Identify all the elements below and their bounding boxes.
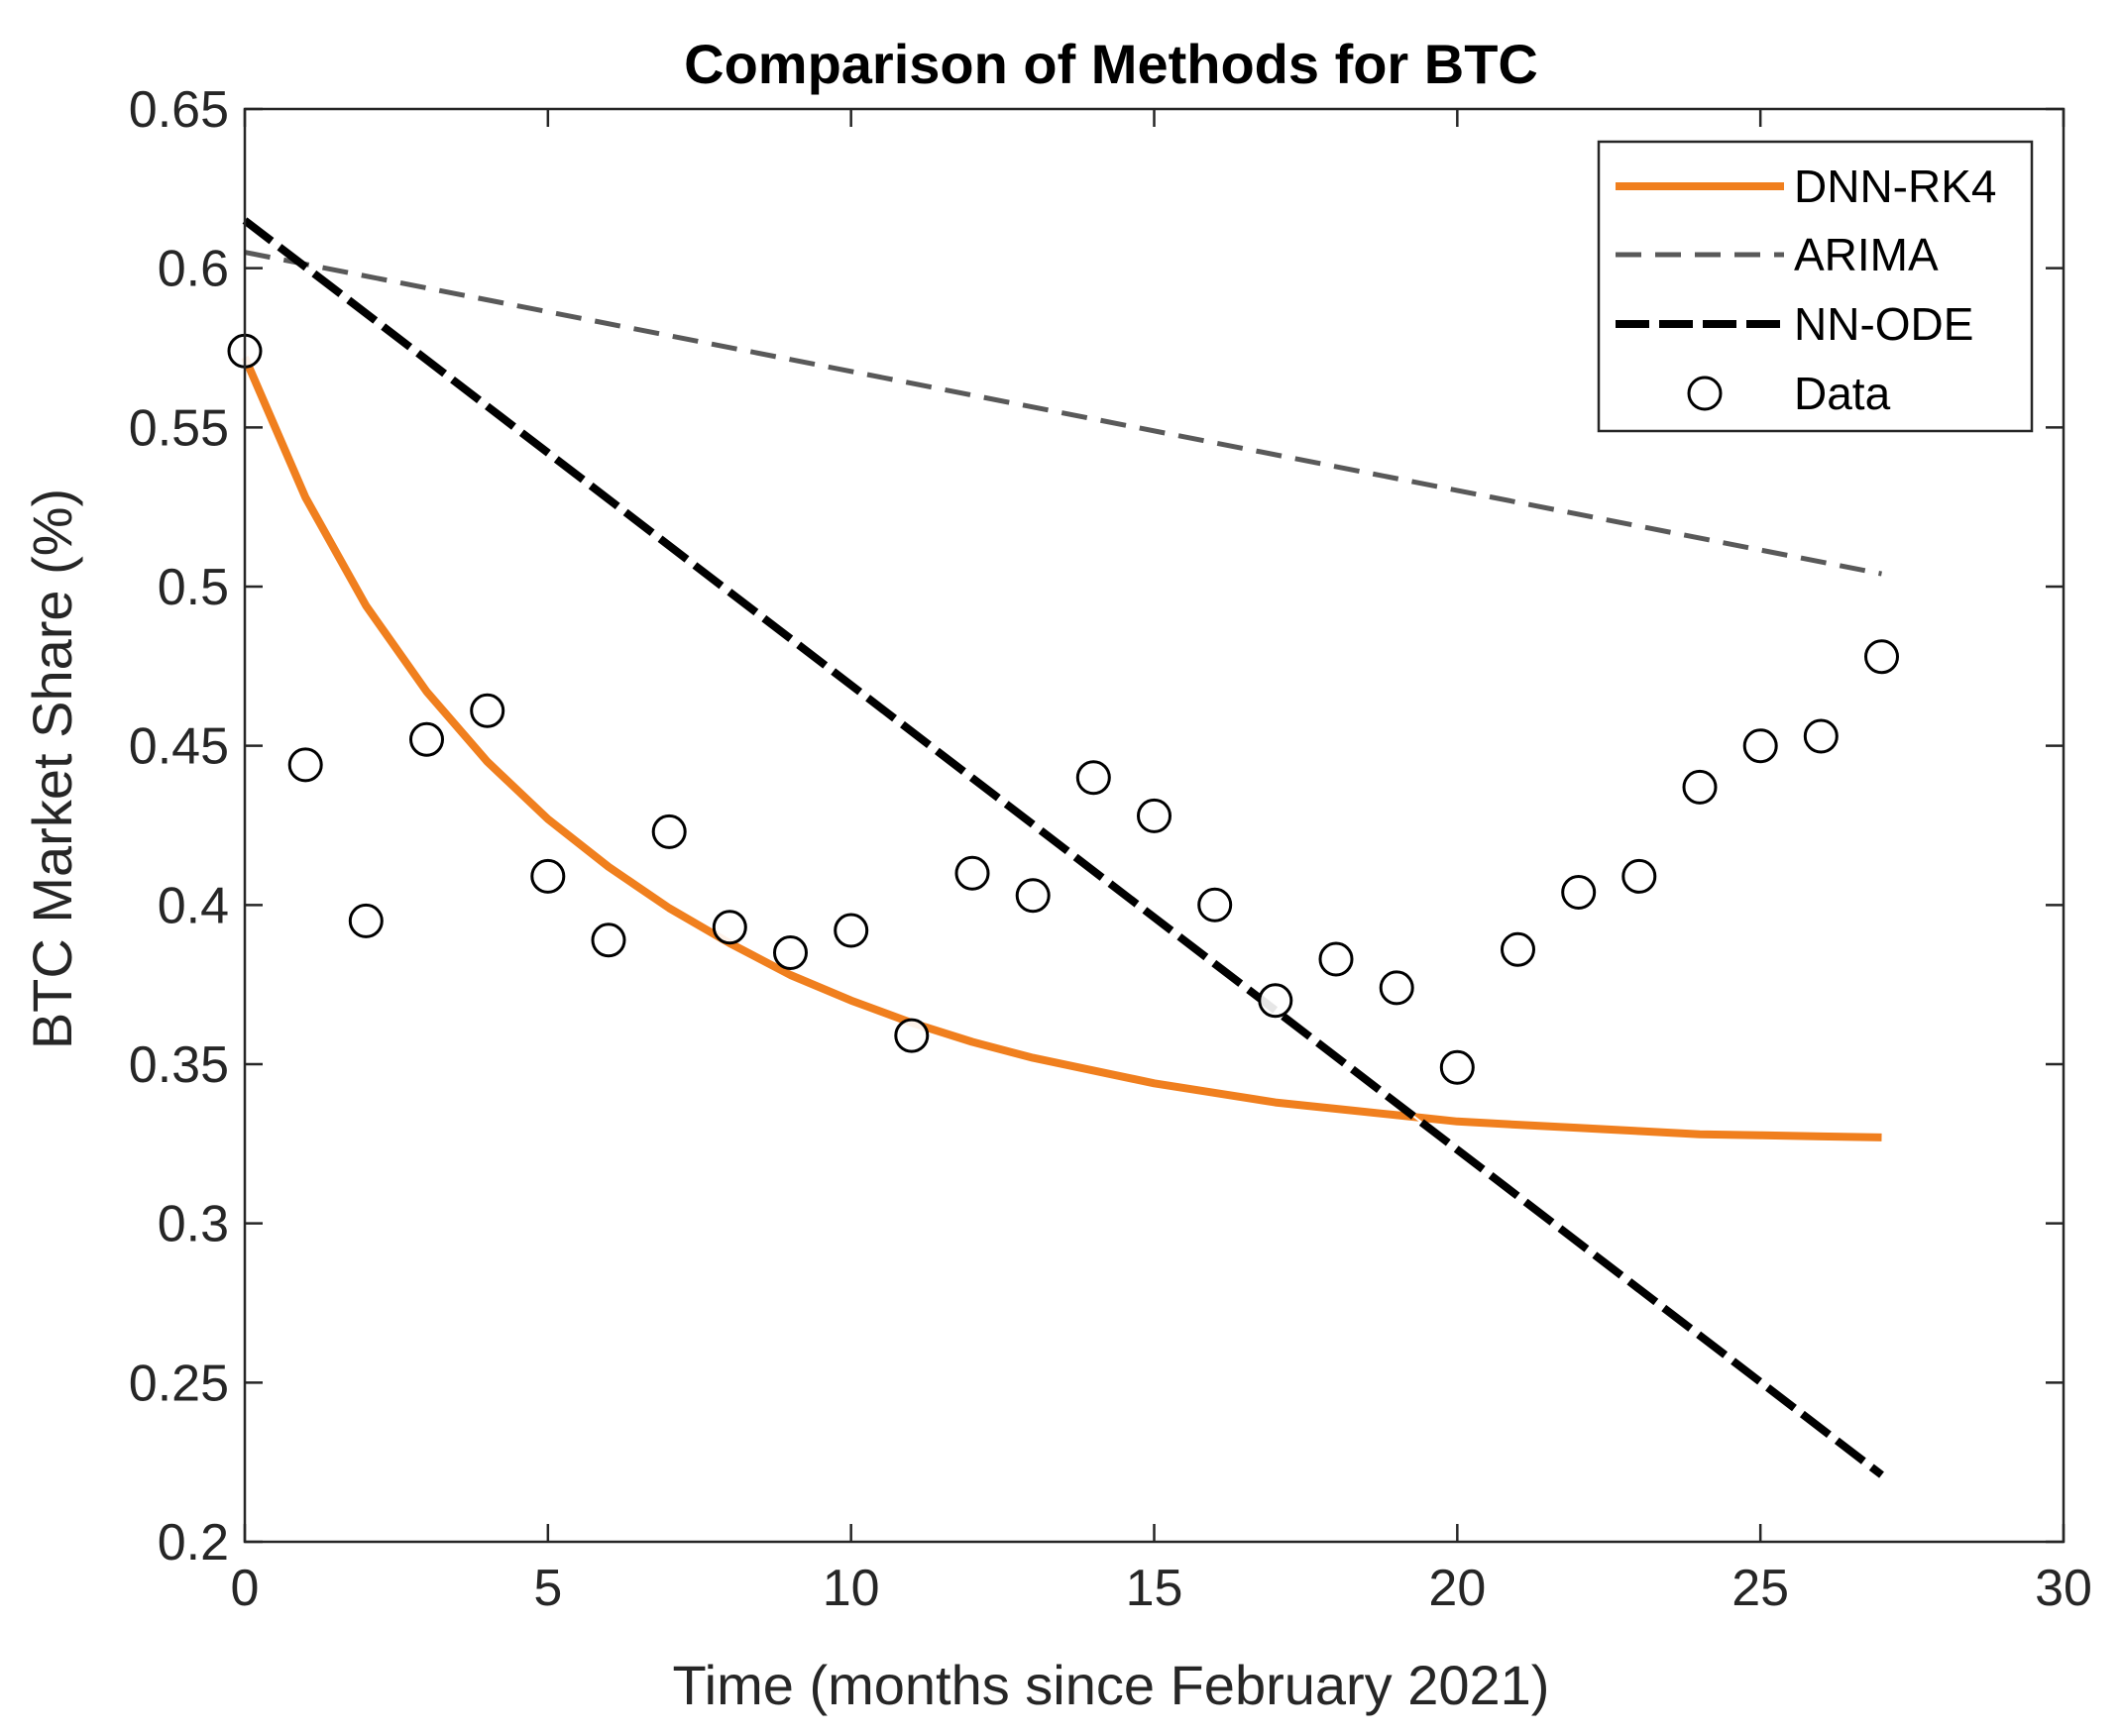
legend-label-dnn-rk4: DNN-RK4: [1794, 161, 1996, 212]
legend-label-nn-ode: NN-ODE: [1794, 298, 1973, 350]
data-point: [1439, 1049, 1475, 1085]
data-point: [591, 922, 626, 958]
data-point: [773, 935, 808, 970]
data-point: [348, 903, 384, 938]
x-tick-label: 30: [2035, 1560, 2092, 1617]
data-point: [1318, 941, 1354, 977]
y-tick-label: 0.45: [129, 718, 229, 776]
series-line-nn-ode: [242, 217, 1884, 1478]
x-axis-label: Time (months since February 2021): [673, 1654, 1550, 1716]
y-tick-label: 0.4: [158, 877, 229, 934]
plot-area: [227, 217, 1899, 1478]
data-point: [1682, 769, 1718, 805]
legend-label-arima: ARIMA: [1794, 229, 1939, 280]
data-point: [470, 693, 505, 728]
x-tick-label: 20: [1428, 1560, 1486, 1617]
y-axis-label: BTC Market Share (%): [21, 488, 83, 1049]
data-point: [1742, 728, 1778, 764]
x-tick-label: 5: [533, 1560, 562, 1617]
data-point: [1501, 931, 1535, 967]
data-point: [1803, 718, 1839, 754]
series-line-dnn-rk4: [241, 356, 1882, 1141]
data-point: [1379, 970, 1414, 1006]
y-tick-label: 0.55: [129, 399, 229, 457]
x-tick-label: 0: [231, 1560, 260, 1617]
y-tick-label: 0.6: [158, 241, 229, 298]
data-point: [409, 721, 444, 757]
x-tick-label: 10: [823, 1560, 880, 1617]
x-tick-label: 15: [1126, 1560, 1183, 1617]
axes: 0 5 10 15 20 25 30 0.2 0.25 0.3 0.35 0.4 0.45 0.5 0.55…: [129, 81, 2092, 1617]
y-tick-label: 0.5: [158, 559, 229, 616]
y-tick-label: 0.35: [129, 1036, 229, 1094]
y-tick-label: 0.3: [158, 1196, 229, 1253]
x-tick-label: 25: [1731, 1560, 1789, 1617]
data-point: [1137, 798, 1172, 833]
data-point: [651, 814, 687, 849]
y-tick-label: 0.65: [129, 81, 229, 139]
data-point: [834, 913, 869, 948]
legend: DNN-RK4 ARIMA NN-ODE Data: [1597, 140, 2034, 433]
legend-label-data: Data: [1794, 368, 1891, 419]
data-point: [1197, 887, 1233, 922]
chart-title: Comparison of Methods for BTC: [684, 33, 1538, 95]
data-point: [894, 1018, 930, 1053]
data-point: [287, 747, 323, 783]
y-tick-label: 0.2: [158, 1514, 229, 1572]
data-point: [1258, 983, 1293, 1019]
data-point: [1561, 875, 1597, 910]
data-point: [712, 910, 747, 945]
data-point: [1864, 639, 1899, 675]
data-point: [530, 858, 566, 894]
legend-marker-data: [1687, 376, 1723, 411]
data-point: [1015, 878, 1051, 914]
data-point: [954, 855, 990, 891]
series-line-arima: [244, 250, 1882, 577]
data-point: [1621, 858, 1657, 894]
data-point: [1075, 760, 1111, 796]
y-tick-label: 0.25: [129, 1355, 229, 1412]
